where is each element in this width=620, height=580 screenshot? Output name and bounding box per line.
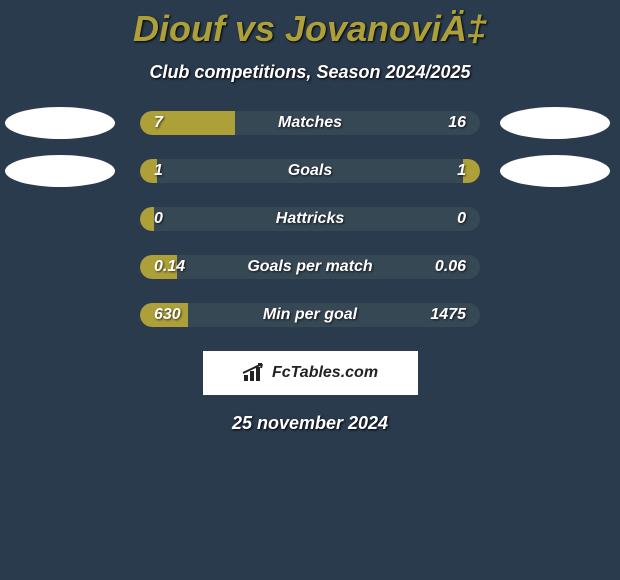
stat-row: 630 Min per goal 1475	[0, 303, 620, 327]
stat-label: Min per goal	[263, 306, 357, 324]
stat-label: Matches	[278, 114, 342, 132]
player-right-ellipse	[500, 107, 610, 139]
stat-bar-left-fill	[140, 207, 154, 231]
comparison-card: Diouf vs JovanoviÄ‡ Club competitions, S…	[0, 0, 620, 442]
date: 25 november 2024	[0, 413, 620, 434]
stat-left-value: 7	[154, 114, 163, 132]
stat-label: Goals per match	[247, 258, 372, 276]
player-left-ellipse	[5, 107, 115, 139]
stat-bar: 1 Goals 1	[140, 159, 480, 183]
player-right-ellipse	[500, 155, 610, 187]
bar-chart-icon	[242, 363, 266, 383]
stat-row: 0.14 Goals per match 0.06	[0, 255, 620, 279]
stat-bar: 0.14 Goals per match 0.06	[140, 255, 480, 279]
stat-left-value: 0	[154, 210, 163, 228]
stat-left-value: 1	[154, 162, 163, 180]
attribution-text: FcTables.com	[272, 364, 378, 382]
stat-row: 7 Matches 16	[0, 111, 620, 135]
stat-label: Goals	[288, 162, 332, 180]
stat-right-value: 1475	[430, 306, 466, 324]
stat-right-value: 0.06	[435, 258, 466, 276]
stat-row: 0 Hattricks 0	[0, 207, 620, 231]
title: Diouf vs JovanoviÄ‡	[0, 8, 620, 50]
stat-right-value: 1	[457, 162, 466, 180]
stat-left-value: 630	[154, 306, 181, 324]
stat-right-value: 16	[448, 114, 466, 132]
stat-row: 1 Goals 1	[0, 159, 620, 183]
stat-right-value: 0	[457, 210, 466, 228]
stat-label: Hattricks	[276, 210, 344, 228]
subtitle: Club competitions, Season 2024/2025	[0, 62, 620, 83]
stat-left-value: 0.14	[154, 258, 185, 276]
attribution-badge: FcTables.com	[203, 351, 418, 395]
stats-list: 7 Matches 16 1 Goals 1 0 Hattricks 0 0.14 Goals pe…	[0, 111, 620, 327]
stat-bar: 7 Matches 16	[140, 111, 480, 135]
stat-bar: 0 Hattricks 0	[140, 207, 480, 231]
stat-bar: 630 Min per goal 1475	[140, 303, 480, 327]
player-left-ellipse	[5, 155, 115, 187]
